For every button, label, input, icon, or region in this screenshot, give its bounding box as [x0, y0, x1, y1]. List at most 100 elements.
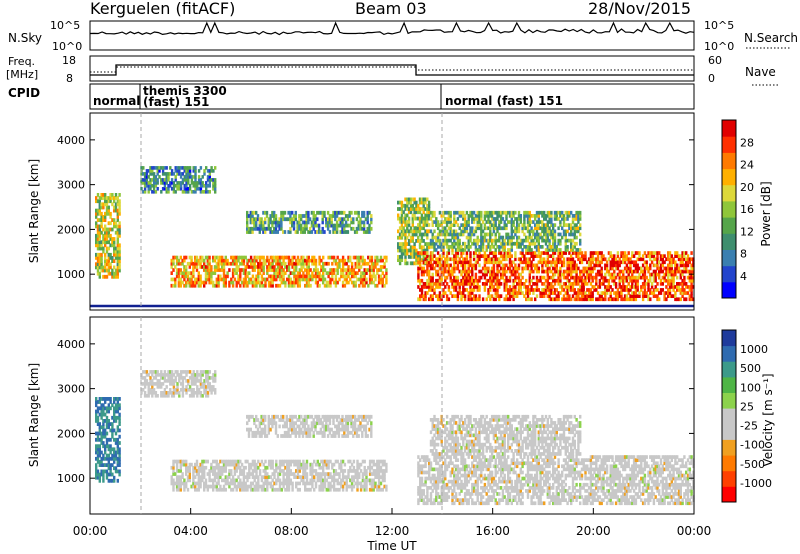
heatmap-cell — [643, 269, 647, 274]
heatmap-cell — [670, 275, 673, 280]
heatmap-cell — [352, 217, 355, 222]
heatmap-cell — [415, 258, 418, 262]
heatmap-cell — [528, 282, 531, 286]
heatmap-cell — [100, 441, 103, 445]
heatmap-cell — [566, 260, 569, 265]
heatmap-cell — [462, 260, 465, 265]
heatmap-cell — [517, 226, 521, 231]
heatmap-cell — [107, 221, 110, 226]
heatmap-cell — [217, 472, 220, 476]
heatmap-cell — [573, 214, 576, 218]
heatmap-cell — [271, 258, 274, 263]
heatmap-cell — [422, 248, 425, 253]
heatmap-cell — [105, 422, 109, 426]
heatmap-cell — [336, 271, 339, 275]
heatmap-cell — [683, 282, 686, 286]
heatmap-cell — [255, 274, 258, 279]
heatmap-cell — [251, 265, 255, 269]
heatmap-cell — [550, 217, 553, 221]
heatmap-cell — [100, 215, 103, 219]
heatmap-cell — [420, 245, 424, 250]
heatmap-cell — [516, 291, 519, 295]
heatmap-cell — [183, 459, 186, 464]
heatmap-cell — [307, 217, 310, 222]
heatmap-cell — [431, 272, 434, 277]
heatmap-cell — [553, 291, 557, 295]
heatmap-cell — [429, 238, 433, 243]
heatmap-cell — [179, 187, 183, 191]
heatmap-cell — [400, 226, 404, 231]
heatmap-cell — [105, 456, 109, 461]
heatmap-cell — [235, 484, 238, 489]
heatmap-cell — [409, 229, 413, 234]
heatmap-cell — [501, 257, 505, 262]
heatmap-cell — [428, 257, 431, 262]
heatmap-cell — [255, 255, 258, 260]
heatmap-cell — [201, 184, 204, 188]
heatmap-cell — [275, 255, 278, 260]
heatmap-cell — [674, 272, 677, 277]
heatmap-cell — [530, 241, 533, 246]
heatmap-cell — [359, 277, 363, 282]
heatmap-cell — [489, 285, 492, 289]
heatmap-cell — [179, 280, 182, 285]
heatmap-cell — [246, 271, 249, 275]
heatmap-cell — [195, 472, 199, 476]
heatmap-cell — [496, 210, 499, 215]
heatmap-cell — [185, 187, 188, 191]
heatmap-cell — [530, 288, 533, 292]
heatmap-cell — [471, 263, 474, 268]
heatmap-cell — [293, 283, 296, 288]
heatmap-cell — [165, 385, 168, 389]
heatmap-cell — [519, 238, 522, 243]
heatmap-cell — [546, 238, 549, 243]
heatmap-cell — [167, 178, 170, 182]
heatmap-cell — [98, 240, 101, 245]
heatmap-cell — [584, 282, 587, 286]
heatmap-cell — [505, 282, 508, 286]
heatmap-cell — [544, 217, 548, 221]
heatmap-cell — [426, 272, 429, 277]
heatmap-cell — [550, 235, 553, 240]
heatmap-cell — [582, 294, 585, 298]
heatmap-cell — [100, 425, 103, 430]
heatmap-cell — [442, 263, 445, 268]
heatmap-cell — [679, 260, 682, 265]
heatmap-cell — [562, 282, 566, 286]
heatmap-cell — [582, 288, 585, 292]
heatmap-cell — [453, 220, 456, 224]
heatmap-cell — [118, 406, 121, 411]
heatmap-cell — [116, 409, 119, 414]
heatmap-cell — [95, 403, 98, 408]
heatmap-cell — [472, 232, 476, 237]
heatmap-cell — [291, 271, 294, 275]
heatmap-cell — [485, 232, 488, 237]
heatmap-cell — [318, 255, 321, 260]
heatmap-cell — [343, 226, 346, 231]
heatmap-cell — [114, 205, 118, 210]
heatmap-cell — [102, 246, 105, 251]
heatmap-cell — [339, 230, 342, 234]
heatmap-cell — [361, 255, 365, 260]
heatmap-cell — [516, 241, 519, 246]
heatmap-cell — [557, 254, 560, 258]
heatmap-cell — [442, 260, 445, 265]
heatmap-cell — [331, 268, 334, 272]
heatmap-cell — [183, 258, 186, 263]
heatmap-cell — [530, 297, 533, 302]
heatmap-cell — [151, 178, 154, 182]
heatmap-cell — [402, 210, 405, 215]
heatmap-cell — [609, 297, 612, 302]
heatmap-cell — [156, 178, 159, 182]
heatmap-cell — [667, 257, 670, 262]
heatmap-cell — [442, 241, 445, 246]
heatmap-cell — [313, 258, 316, 263]
heatmap-cell — [620, 288, 623, 292]
heatmap-cell — [478, 217, 481, 221]
heatmap-cell — [151, 391, 154, 395]
heatmap-cell — [469, 294, 472, 298]
heatmap-cell — [402, 226, 405, 231]
heatmap-cell — [570, 210, 573, 215]
heatmap-cell — [402, 219, 405, 224]
heatmap-cell — [534, 223, 537, 227]
